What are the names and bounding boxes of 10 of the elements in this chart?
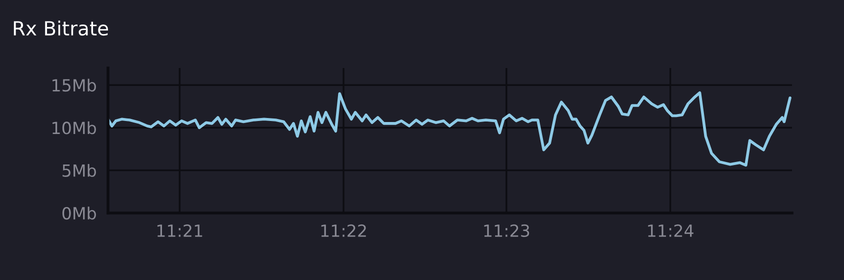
x-tick-label: 11:22 <box>321 224 366 237</box>
y-tick-label: 0Mb <box>62 206 96 220</box>
x-tick-label: 11:21 <box>157 224 202 237</box>
line-series <box>108 91 792 167</box>
y-tick-label: 15Mb <box>52 78 96 92</box>
chart-title: Rx Bitrate <box>14 20 108 36</box>
x-tick-label: 11:23 <box>484 224 530 238</box>
y-tick-label: 10Mb <box>52 121 96 134</box>
y-tick-label: 5Mb <box>62 164 96 177</box>
x-tick-label: 11:24 <box>648 224 694 237</box>
